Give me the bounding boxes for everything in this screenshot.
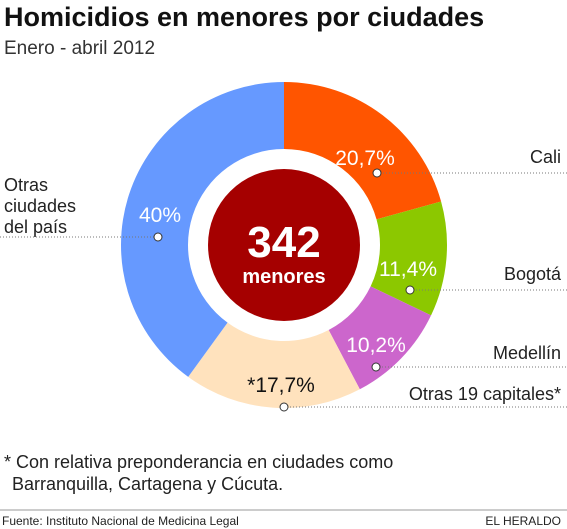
donut-slice bbox=[370, 201, 447, 316]
legend-label: Bogotá bbox=[503, 264, 561, 284]
legend-label: Medellín bbox=[492, 343, 561, 363]
donut-slice bbox=[328, 286, 432, 390]
value-label: 20,7% bbox=[335, 147, 395, 170]
value-label: 10,2% bbox=[346, 334, 406, 357]
chart-title: Homicidios en menores por ciudades bbox=[4, 2, 485, 32]
legend-label: Cali bbox=[529, 147, 561, 167]
legend-label: Otras 19 capitales* bbox=[408, 384, 561, 404]
donut-slice bbox=[121, 82, 284, 377]
donut-slice bbox=[284, 82, 442, 220]
center-disc bbox=[208, 169, 360, 321]
leader-dot bbox=[279, 402, 289, 412]
leader-dot bbox=[405, 285, 415, 295]
source: Fuente: Instituto Nacional de Medicina L… bbox=[2, 514, 239, 528]
value-label: *17,7% bbox=[247, 374, 315, 397]
brand: EL HERALDO bbox=[485, 514, 561, 528]
leader-dot bbox=[372, 168, 382, 178]
footnote: Barranquilla, Cartagena y Cúcuta. bbox=[12, 474, 284, 494]
donut-slice bbox=[188, 322, 360, 408]
leader-dot bbox=[371, 362, 381, 372]
center-label: menores bbox=[242, 266, 325, 288]
legend-label: Otras ciudades del país bbox=[4, 175, 77, 237]
value-label: 40% bbox=[139, 204, 181, 227]
chart-subtitle: Enero - abril 2012 bbox=[4, 38, 156, 59]
footnote: * Con relativa preponderancia en ciudade… bbox=[4, 452, 394, 472]
center-value: 342 bbox=[247, 218, 320, 267]
leader-dot bbox=[153, 232, 163, 242]
value-label: 11,4% bbox=[379, 258, 437, 281]
